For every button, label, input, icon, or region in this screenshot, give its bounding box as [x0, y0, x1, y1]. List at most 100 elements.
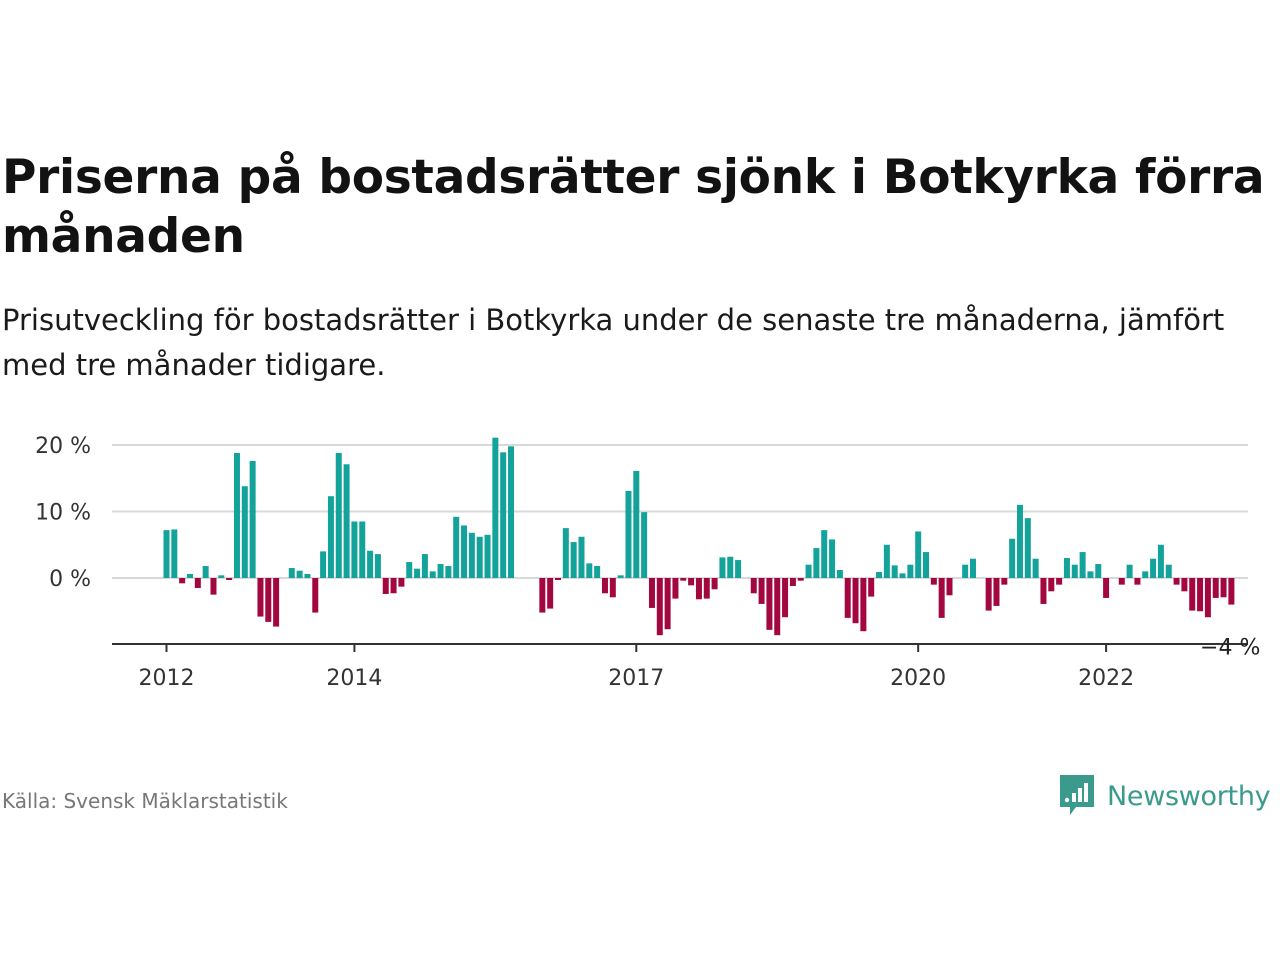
bar	[508, 446, 515, 578]
bar	[1189, 578, 1196, 611]
bar	[1118, 578, 1125, 585]
bar	[735, 560, 742, 578]
bar	[500, 452, 507, 578]
bar	[719, 557, 726, 578]
bar	[782, 578, 789, 618]
x-tick-label: 2022	[1078, 666, 1134, 691]
bar	[273, 578, 280, 627]
bar	[312, 578, 319, 613]
bar-chart: 20 % 10 % 0 % 2012 2014 2017 2020 2022 −4 %	[35, 434, 1260, 691]
bar	[1181, 578, 1188, 592]
bar	[555, 578, 561, 580]
bar	[680, 578, 687, 581]
bar	[1009, 538, 1016, 578]
bar	[813, 548, 820, 578]
bar	[923, 552, 930, 578]
chart-title: Priserna på bostadsrätter sjönk i Botkyr…	[2, 150, 1265, 264]
bar	[539, 578, 546, 613]
bar	[938, 578, 945, 618]
bar	[492, 437, 499, 578]
bar	[648, 578, 655, 608]
bar	[586, 563, 593, 578]
bar	[876, 572, 883, 578]
bar	[476, 536, 483, 578]
last-value-label: −4 %	[1200, 636, 1260, 661]
bar	[233, 452, 240, 578]
bar	[1204, 578, 1211, 618]
bar	[453, 516, 460, 578]
bar	[844, 578, 851, 618]
bar	[241, 486, 248, 578]
bar	[1197, 578, 1204, 612]
bar	[194, 578, 201, 588]
grid-lines	[112, 444, 1248, 579]
bar	[578, 536, 585, 578]
bar	[1040, 578, 1047, 604]
bar	[304, 574, 311, 578]
bar	[727, 556, 734, 578]
bar	[1056, 578, 1063, 585]
bar	[930, 578, 937, 585]
bar	[1126, 564, 1133, 578]
bar	[1157, 544, 1164, 578]
x-tick-label: 2017	[608, 666, 664, 691]
labels: 20 % 10 % 0 % 2012 2014 2017 2020 2022 −4 %	[35, 434, 1260, 691]
bar	[594, 566, 601, 578]
bar	[703, 578, 710, 599]
bar	[382, 578, 389, 594]
bar	[1024, 518, 1031, 578]
bar	[789, 578, 796, 586]
bar	[609, 578, 616, 598]
bar	[1063, 558, 1070, 578]
bar	[257, 578, 264, 617]
bar	[860, 578, 867, 632]
bar	[249, 460, 256, 578]
bar	[836, 570, 843, 578]
bar	[210, 578, 217, 595]
bar	[1103, 578, 1110, 598]
bar	[664, 578, 671, 630]
bar	[829, 539, 836, 578]
bar	[484, 534, 491, 579]
x-axis	[112, 643, 1248, 652]
bar	[390, 578, 397, 594]
bar	[1032, 558, 1039, 579]
bar	[656, 578, 663, 636]
bar	[774, 578, 781, 636]
bar	[429, 571, 436, 578]
bar	[1001, 578, 1008, 585]
bar	[1071, 564, 1078, 578]
bar	[601, 578, 608, 594]
bar	[367, 550, 374, 579]
bar	[868, 578, 875, 597]
y-tick-label: 10 %	[35, 501, 91, 526]
bar	[547, 578, 554, 609]
bar	[406, 562, 413, 578]
bar	[468, 532, 475, 578]
bar	[891, 565, 898, 578]
bar	[163, 530, 170, 578]
bar	[969, 558, 976, 579]
bar	[1173, 578, 1180, 585]
bar	[946, 578, 953, 596]
x-tick-label: 2014	[326, 666, 382, 691]
bar	[445, 566, 452, 578]
logo-text: Newsworthy	[1107, 780, 1271, 812]
bar	[1048, 578, 1055, 592]
bar	[186, 574, 193, 578]
bar	[343, 464, 350, 578]
bar	[179, 578, 186, 584]
bar	[805, 564, 812, 578]
bar	[335, 452, 342, 578]
x-tick-label: 2020	[890, 666, 946, 691]
bar	[562, 528, 569, 579]
bar	[296, 570, 303, 579]
bar	[437, 564, 444, 578]
bar	[398, 578, 405, 587]
bar	[993, 578, 1000, 606]
bars	[163, 437, 1235, 636]
newsworthy-logo[interactable]: Newsworthy	[1058, 773, 1271, 819]
bar	[641, 512, 648, 578]
y-tick-label: 0 %	[49, 567, 91, 592]
bar	[374, 554, 381, 578]
